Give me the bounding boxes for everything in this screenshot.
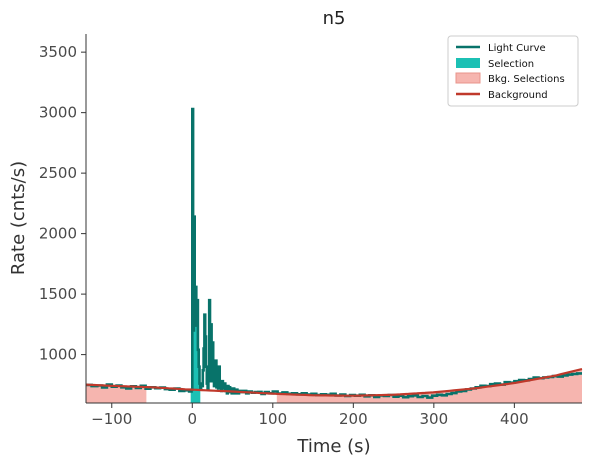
y-tick-label: 2000: [39, 225, 77, 243]
bkg-selection-region-1: [276, 369, 582, 403]
y-tick-label: 1000: [39, 346, 77, 364]
legend-label-bkg-selections: Bkg. Selections: [488, 74, 565, 85]
legend-frame: [447, 35, 579, 107]
x-tick-label: 100: [258, 410, 287, 428]
chart-title: n5: [323, 8, 346, 29]
x-tick-label: 400: [500, 410, 529, 428]
axes: [85, 34, 582, 404]
x-axis-title: Time (s): [296, 436, 370, 457]
x-ticks: −100 0 100 200 300 400: [91, 403, 529, 428]
x-tick-label: 200: [339, 410, 368, 428]
y-tick-label: 2500: [39, 164, 77, 182]
background-model-line: [85, 368, 583, 397]
x-tick-label: 300: [420, 410, 449, 428]
legend-swatch-selection: [456, 58, 480, 68]
legend-label-background: Background: [488, 90, 548, 101]
y-tick-label: 3000: [39, 104, 77, 122]
x-tick-label: 0: [188, 410, 198, 428]
x-tick-label: −100: [91, 410, 132, 428]
y-axis-title: Rate (cnts/s): [8, 161, 29, 275]
y-tick-label: 3500: [39, 43, 77, 61]
legend-swatch-bkg-selections: [455, 72, 481, 84]
y-ticks: 1000 1500 2000 2500 3000 3500: [39, 43, 86, 364]
legend-label-selection: Selection: [488, 59, 534, 70]
legend-label-light-curve: Light Curve: [488, 43, 546, 54]
y-tick-label: 1500: [39, 285, 77, 303]
legend: Light Curve Selection Bkg. Selections Ba…: [447, 35, 579, 107]
background-model-layer: [85, 368, 583, 397]
